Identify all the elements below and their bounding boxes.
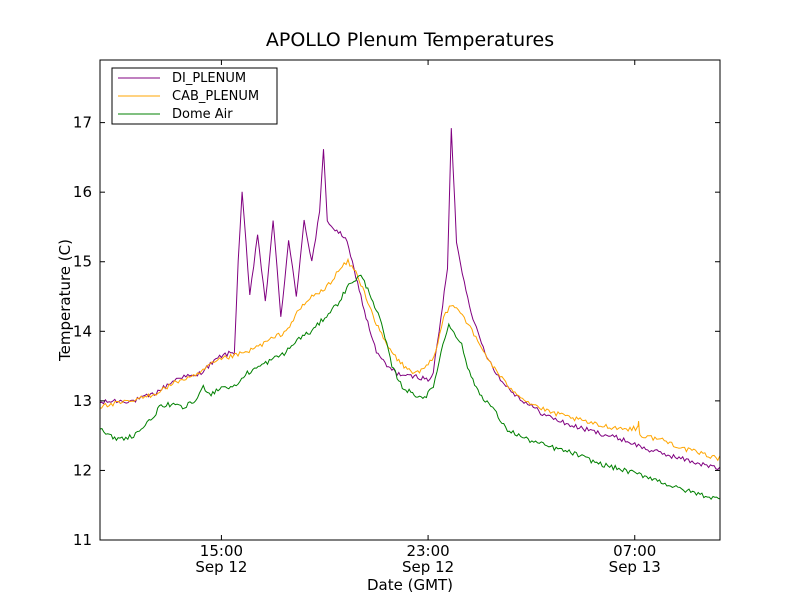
y-tick-label: 12 bbox=[73, 461, 92, 479]
plot-frame bbox=[99, 59, 721, 541]
y-tick-label: 15 bbox=[73, 253, 92, 271]
x-tick-time-label: 07:00 bbox=[613, 542, 656, 560]
x-tick-time-label: 23:00 bbox=[406, 542, 449, 560]
chart-title: APOLLO Plenum Temperatures bbox=[266, 29, 554, 51]
legend-label-cab-plenum: CAB_PLENUM bbox=[172, 89, 259, 104]
series-line-dome-air bbox=[100, 274, 720, 501]
y-tick-label: 13 bbox=[73, 392, 92, 410]
y-tick-label: 14 bbox=[73, 322, 92, 340]
legend: DI_PLENUM CAB_PLENUM Dome Air bbox=[111, 67, 278, 125]
y-tick-label: 16 bbox=[73, 183, 92, 201]
y-axis-label: Temperature (C) bbox=[56, 239, 74, 362]
y-tick-label: 11 bbox=[73, 531, 92, 549]
series-line-di-plenum bbox=[100, 128, 720, 471]
x-tick-date-label: Sep 13 bbox=[609, 558, 661, 576]
y-tick-label: 17 bbox=[73, 114, 92, 132]
series-layer bbox=[100, 128, 720, 501]
x-tick-date-label: Sep 12 bbox=[402, 558, 454, 576]
legend-label-di-plenum: DI_PLENUM bbox=[172, 71, 246, 86]
legend-label-dome-air: Dome Air bbox=[172, 107, 233, 122]
x-tick-date-label: Sep 12 bbox=[195, 558, 247, 576]
x-tick-time-label: 15:00 bbox=[200, 542, 243, 560]
x-axis-label: Date (GMT) bbox=[367, 576, 453, 594]
series-line-cab-plenum bbox=[100, 257, 720, 462]
